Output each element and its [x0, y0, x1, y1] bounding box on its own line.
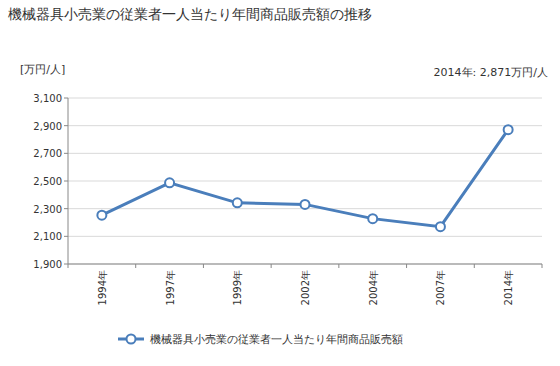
legend-marker	[127, 335, 136, 344]
x-tick-label: 1994年	[97, 270, 108, 305]
x-tick-label: 1997年	[165, 270, 176, 305]
x-tick	[271, 264, 272, 268]
y-tick	[64, 264, 68, 265]
y-tick	[64, 125, 68, 126]
background	[0, 0, 560, 366]
x-tick-label: 2014年	[503, 270, 514, 305]
grid-line	[68, 125, 542, 126]
series-line	[102, 130, 508, 227]
data-point	[436, 222, 445, 231]
data-point	[97, 211, 106, 220]
y-tick-label: 2,700	[33, 148, 62, 159]
x-tick	[135, 264, 136, 268]
y-tick	[64, 98, 68, 99]
data-point	[368, 214, 377, 223]
grid-line	[68, 236, 542, 237]
y-tick	[64, 181, 68, 182]
y-axis-label: [万円/人]	[20, 63, 65, 76]
data-point	[504, 125, 513, 134]
chart: 機械器具小売業の従業者一人当たり年間商品販売額の推移 [万円/人] 2014年: 2…	[0, 0, 560, 366]
legend-label: 機械器具小売業の従業者一人当たり年間商品販売額	[150, 333, 403, 346]
data-point	[301, 200, 310, 209]
x-tick	[406, 264, 407, 268]
data-point	[165, 178, 174, 187]
y-tick-label: 1,900	[33, 259, 62, 270]
x-tick	[68, 264, 69, 268]
y-tick-label: 2,100	[33, 231, 62, 242]
x-tick-label: 2002年	[300, 270, 311, 305]
x-tick	[338, 264, 339, 268]
x-tick-label: 2004年	[368, 270, 379, 305]
x-tick-label: 1999年	[232, 270, 243, 305]
x-tick	[203, 264, 204, 268]
grid-line	[68, 264, 542, 265]
title: 機械器具小売業の従業者一人当たり年間商品販売額の推移	[8, 6, 372, 22]
x-tick	[474, 264, 475, 268]
data-point	[233, 198, 242, 207]
y-tick	[64, 236, 68, 237]
x-axis	[68, 264, 542, 265]
x-tick	[542, 264, 543, 268]
y-tick	[64, 208, 68, 209]
y-tick	[64, 153, 68, 154]
y-tick-label: 2,500	[33, 176, 62, 187]
y-axis	[68, 98, 69, 264]
y-tick-label: 2,900	[33, 121, 62, 132]
y-tick-label: 3,100	[33, 93, 62, 104]
grid-line	[68, 153, 542, 154]
y-tick-label: 2,300	[33, 204, 62, 215]
x-tick-label: 2007年	[435, 270, 446, 305]
plot-area	[97, 125, 512, 231]
grid-line	[68, 98, 542, 99]
annotation: 2014年: 2,871万円/人	[434, 66, 548, 79]
